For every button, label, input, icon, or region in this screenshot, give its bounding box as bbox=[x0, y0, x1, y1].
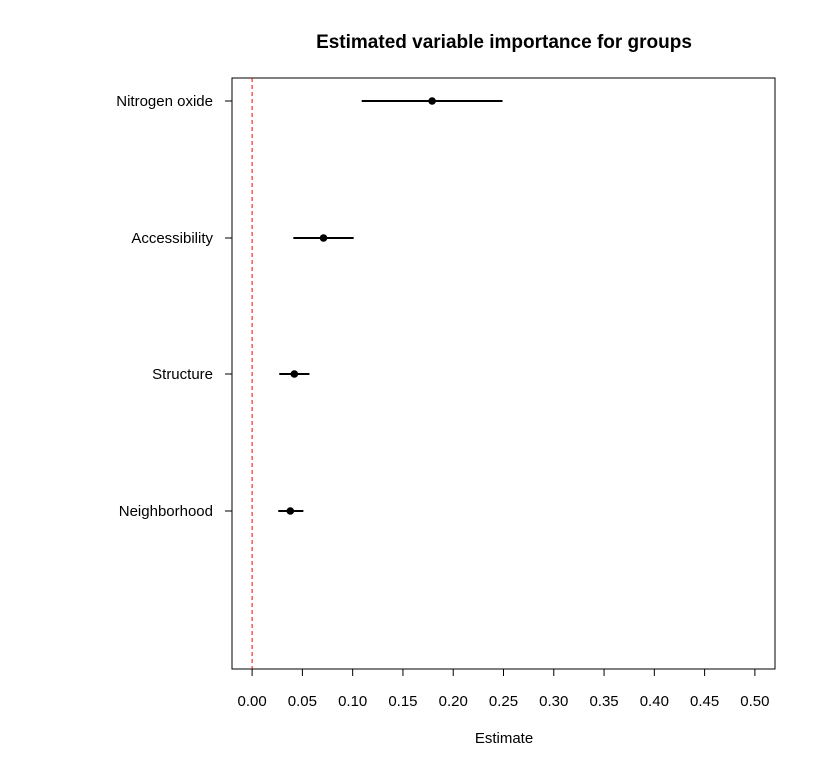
x-tick-label: 0.25 bbox=[489, 693, 518, 710]
estimate-point bbox=[319, 234, 328, 242]
estimate-point bbox=[286, 507, 295, 515]
x-tick-label: 0.35 bbox=[589, 693, 618, 710]
x-tick-label: 0.20 bbox=[439, 693, 468, 710]
x-tick-label: 0.10 bbox=[338, 693, 367, 710]
chart-title: Estimated variable importance for groups bbox=[316, 32, 692, 53]
y-tick-label: Structure bbox=[152, 366, 213, 383]
x-tick-label: 0.15 bbox=[388, 693, 417, 710]
x-tick-label: 0.30 bbox=[539, 693, 568, 710]
plot-frame bbox=[231, 77, 776, 670]
x-tick-label: 0.05 bbox=[288, 693, 317, 710]
x-tick-label: 0.45 bbox=[690, 693, 719, 710]
x-tick-label: 0.50 bbox=[740, 693, 769, 710]
x-axis: 0.00 0.05 0.10 0.15 0.20 0.25 0.30 0.35 0.40 0.45… bbox=[238, 668, 769, 710]
data-marks bbox=[278, 97, 503, 515]
x-tick-label: 0.40 bbox=[640, 693, 669, 710]
y-tick-label: Accessibility bbox=[131, 230, 213, 247]
x-axis-label: Estimate bbox=[475, 730, 533, 747]
estimate-point bbox=[290, 370, 299, 378]
estimate-point bbox=[428, 97, 436, 105]
y-tick-label: Neighborhood bbox=[119, 503, 213, 520]
x-tick-label: 0.00 bbox=[238, 693, 267, 710]
y-axis: Nitrogen oxide Accessibility Structure Neig… bbox=[116, 93, 233, 520]
y-tick-label: Nitrogen oxide bbox=[116, 93, 213, 110]
